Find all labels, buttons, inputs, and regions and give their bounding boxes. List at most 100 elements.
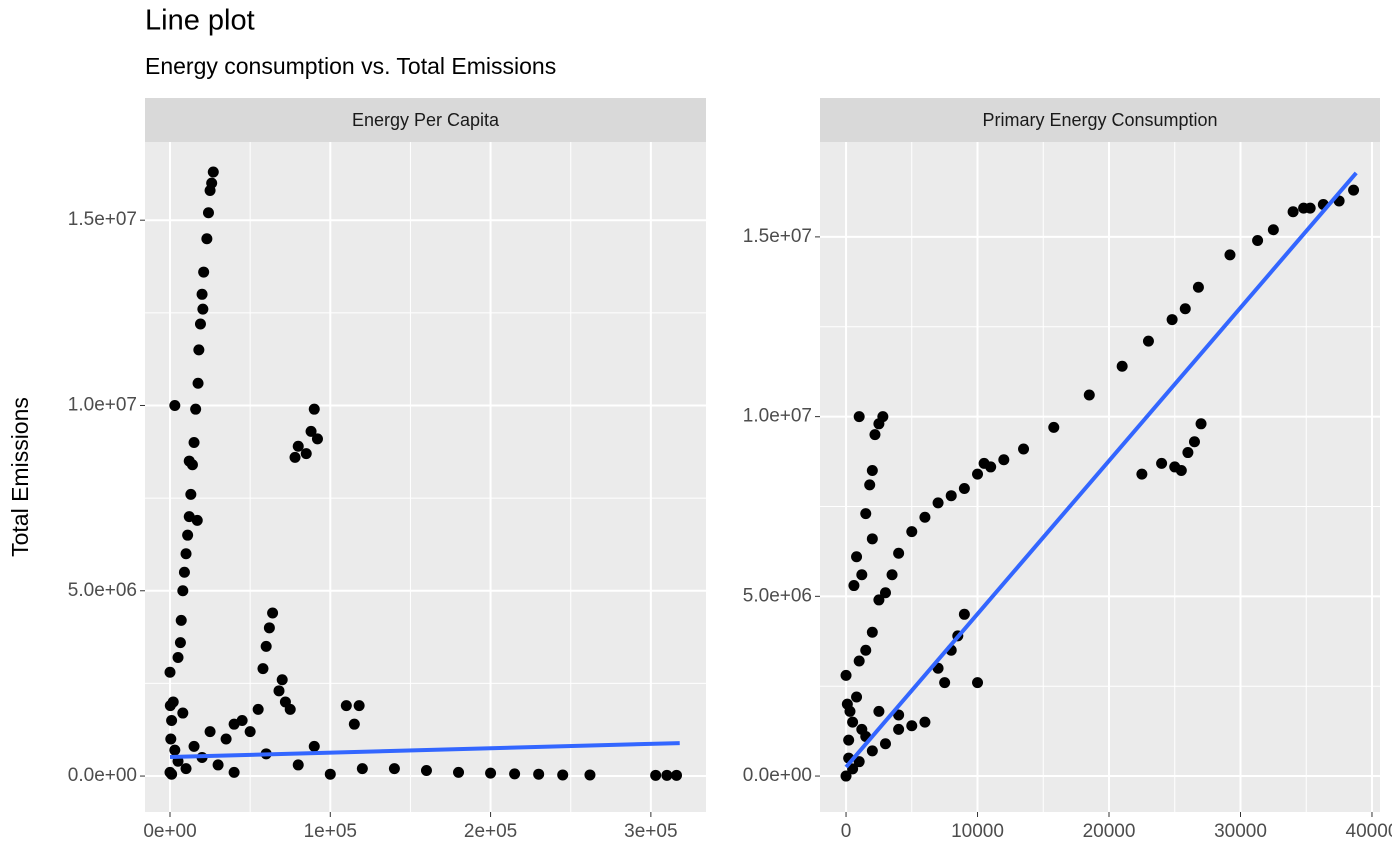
- point: [267, 607, 279, 619]
- point: [194, 318, 206, 330]
- point: [958, 483, 970, 495]
- y-tick-label: 1.5e+07: [68, 209, 137, 230]
- point: [1142, 335, 1154, 347]
- point: [893, 723, 905, 735]
- point: [853, 411, 865, 423]
- point: [348, 718, 360, 730]
- point: [284, 703, 296, 715]
- point: [324, 768, 336, 780]
- point: [851, 691, 863, 703]
- point: [1252, 234, 1264, 246]
- point: [292, 440, 304, 452]
- x-tick-label: 10000: [951, 821, 1004, 842]
- point: [193, 344, 205, 356]
- point: [879, 738, 891, 750]
- point: [864, 479, 876, 491]
- point: [932, 497, 944, 509]
- point: [661, 769, 673, 781]
- point: [1188, 436, 1200, 448]
- point: [353, 700, 365, 712]
- point: [906, 720, 918, 732]
- point: [197, 303, 209, 315]
- point: [204, 726, 216, 738]
- point: [978, 457, 990, 469]
- point: [289, 451, 301, 463]
- point: [453, 766, 465, 778]
- point: [308, 403, 320, 415]
- panel-background: [145, 142, 706, 812]
- point: [292, 759, 304, 771]
- point: [273, 685, 285, 697]
- point: [178, 566, 190, 578]
- point: [866, 533, 878, 545]
- y-tick-label: 0.0e+00: [68, 765, 137, 786]
- x-tick-label: 3e+05: [624, 821, 677, 842]
- point: [182, 529, 194, 541]
- point: [856, 723, 868, 735]
- x-tick-label: 30000: [1214, 821, 1267, 842]
- point: [1166, 314, 1178, 326]
- x-tick-label: 40000: [1346, 821, 1392, 842]
- point: [844, 705, 856, 717]
- point: [311, 433, 323, 445]
- point: [166, 714, 178, 726]
- point: [276, 674, 288, 686]
- point: [557, 769, 569, 781]
- point: [191, 514, 203, 526]
- point: [848, 580, 860, 592]
- point: [873, 705, 885, 717]
- point: [177, 707, 189, 719]
- point: [1182, 447, 1194, 459]
- point: [998, 454, 1010, 466]
- strip-label: Energy Per Capita: [352, 110, 500, 130]
- y-axis-title: Total Emissions: [7, 397, 33, 557]
- point: [893, 709, 905, 721]
- point: [388, 763, 400, 775]
- point: [1267, 224, 1279, 236]
- point: [228, 718, 240, 730]
- x-tick-label: 0e+00: [143, 821, 196, 842]
- x-tick-label: 20000: [1083, 821, 1136, 842]
- point: [873, 418, 885, 430]
- point: [847, 716, 859, 728]
- x-tick-label: 2e+05: [464, 821, 517, 842]
- point: [180, 763, 192, 775]
- point: [972, 677, 984, 689]
- point: [166, 768, 178, 780]
- point: [1348, 184, 1360, 196]
- panel: [145, 142, 706, 812]
- point: [958, 608, 970, 620]
- point: [1298, 202, 1310, 214]
- point: [1018, 443, 1030, 455]
- point: [853, 655, 865, 667]
- point: [879, 587, 891, 599]
- point: [263, 622, 275, 634]
- point: [207, 166, 219, 178]
- chart-subtitle: Energy consumption vs. Total Emissions: [145, 53, 556, 79]
- point: [177, 585, 189, 597]
- point: [198, 266, 210, 278]
- point: [840, 669, 852, 681]
- point: [671, 769, 683, 781]
- point: [212, 759, 224, 771]
- point: [866, 626, 878, 638]
- strip-background: [820, 98, 1380, 142]
- point: [174, 637, 186, 649]
- point: [192, 377, 204, 389]
- point: [1156, 457, 1168, 469]
- y-tick-label: 1.5e+07: [743, 226, 812, 247]
- point: [856, 569, 868, 581]
- point: [169, 744, 181, 756]
- y-tick-label: 0.0e+00: [743, 765, 812, 786]
- point: [906, 526, 918, 538]
- fit-line: [169, 741, 680, 760]
- point: [244, 726, 256, 738]
- panel: [820, 142, 1380, 812]
- strip-label: Primary Energy Consumption: [982, 110, 1217, 130]
- point: [340, 700, 352, 712]
- point: [843, 734, 855, 746]
- point: [180, 548, 192, 560]
- point: [202, 207, 214, 219]
- point: [1192, 281, 1204, 293]
- point: [919, 716, 931, 728]
